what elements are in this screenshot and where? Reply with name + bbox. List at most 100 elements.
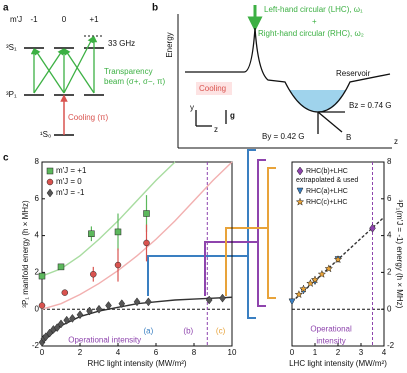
y-tick-label: 2 (35, 268, 40, 277)
legend-label: m′J = 0 (56, 177, 82, 186)
axis-y: y (190, 103, 194, 112)
y-tick-label: -2 (387, 341, 395, 350)
point (57, 319, 65, 329)
legend-marker (46, 178, 54, 186)
annotation: Operational (310, 325, 352, 334)
point (105, 301, 112, 310)
column: -1 (30, 15, 38, 24)
y-axis-label: ³P₁ manifold energy (h × MHz) (21, 200, 30, 308)
column: 0 (62, 15, 67, 24)
gravity: g (230, 111, 235, 120)
annotation: (c) (216, 326, 226, 335)
legend-label: m′J = +1 (56, 166, 87, 175)
point (310, 275, 320, 284)
y-tick-label: 6 (387, 194, 392, 203)
point (205, 295, 213, 305)
point (90, 270, 97, 278)
b-label: B (346, 133, 351, 142)
point (133, 297, 141, 307)
axis-z: z (214, 125, 218, 134)
splitting: 33 GHz (108, 39, 135, 48)
point (369, 223, 376, 233)
x-axis-label: LHC light intensity (MW/m²) (289, 359, 387, 368)
point (57, 263, 65, 271)
point (145, 297, 152, 307)
panel-a: a m′J -1 0 +1 33 GHz ³S₁ ³P₁ ¹S₀ Cooling… (3, 3, 166, 139)
point (63, 315, 71, 325)
state: ³P₁ (6, 90, 17, 99)
bz-label: Bz = 0.74 G (349, 101, 391, 110)
cooling-label: Cooling (199, 84, 226, 93)
annotation: (a) (144, 326, 154, 335)
point (294, 289, 304, 299)
y-tick-label: 8 (35, 157, 40, 166)
point (114, 261, 122, 269)
legend-marker (46, 167, 54, 175)
x-tick-label: 4 (116, 348, 121, 357)
field-arrows (195, 110, 345, 134)
point (333, 255, 343, 264)
legend-marker (46, 188, 54, 198)
y-tick-label: 0 (35, 304, 40, 313)
plot-frame (41, 161, 233, 347)
beam-label: Transparency (104, 67, 153, 76)
x-tick-label: 10 (228, 348, 237, 357)
point (219, 293, 226, 303)
column: +1 (89, 15, 99, 24)
point (38, 302, 46, 309)
panel-label: a (3, 3, 9, 14)
by-label: By = 0.42 G (262, 132, 304, 141)
rhc-label: Right-hand circular (RHC), ω₂ (258, 29, 364, 38)
fit-line (41, 161, 233, 310)
lhc-label: Left-hand circular (LHC), ω₁ (264, 5, 363, 14)
x-tick-label: 2 (336, 348, 341, 357)
brackets (147, 149, 276, 319)
x-tick-label: 8 (192, 348, 197, 357)
y-tick-label: 4 (387, 231, 392, 240)
transparency-arrows (30, 35, 98, 94)
y-tick-label: 8 (387, 157, 392, 166)
annotation: Operational intensity (68, 336, 141, 345)
x-tick-label: 3 (359, 348, 364, 357)
plus: + (312, 17, 317, 26)
annotation: (b) (183, 326, 193, 335)
y-tick-label: 2 (387, 268, 392, 277)
beam-label: beam (σ+, σ−, π) (104, 77, 166, 86)
point (69, 313, 76, 323)
point (118, 299, 126, 309)
x-tick-label: 4 (382, 348, 387, 357)
axis-label: Energy (165, 32, 174, 57)
y-tick-label: 6 (35, 194, 40, 203)
y-axis-label: ³P₁(m′J = -1) energy (h × MHz) (395, 200, 404, 309)
legend-label: RHC(a)+LHC (306, 188, 348, 195)
y-tick-label: -2 (32, 341, 40, 350)
panel-label: c (3, 153, 9, 164)
x-tick-label: 2 (78, 348, 83, 357)
point (42, 332, 50, 342)
cooling-label: Cooling (π) (68, 113, 109, 122)
point (288, 298, 296, 306)
point (95, 304, 103, 314)
legend-marker (296, 166, 304, 176)
point (143, 239, 150, 247)
cooling-box (196, 82, 232, 95)
legend-marker (295, 197, 305, 206)
point (143, 210, 150, 217)
x-tick-label: 6 (154, 348, 159, 357)
point (61, 289, 69, 296)
mj-label: m′J (10, 15, 22, 24)
point (76, 310, 84, 320)
y-tick-label: 0 (387, 304, 392, 313)
point (53, 323, 61, 333)
panel-b: b Energy z Left-hand circular (LHC), ω₁ … (152, 3, 398, 149)
point (324, 264, 334, 273)
axis-label: z (394, 137, 398, 146)
legend-marker (296, 187, 304, 195)
point (299, 284, 308, 293)
panel-label: b (152, 3, 158, 14)
point (46, 328, 53, 338)
state: ³S₁ (6, 43, 17, 52)
state: ¹S₀ (40, 130, 51, 139)
point (88, 230, 95, 238)
